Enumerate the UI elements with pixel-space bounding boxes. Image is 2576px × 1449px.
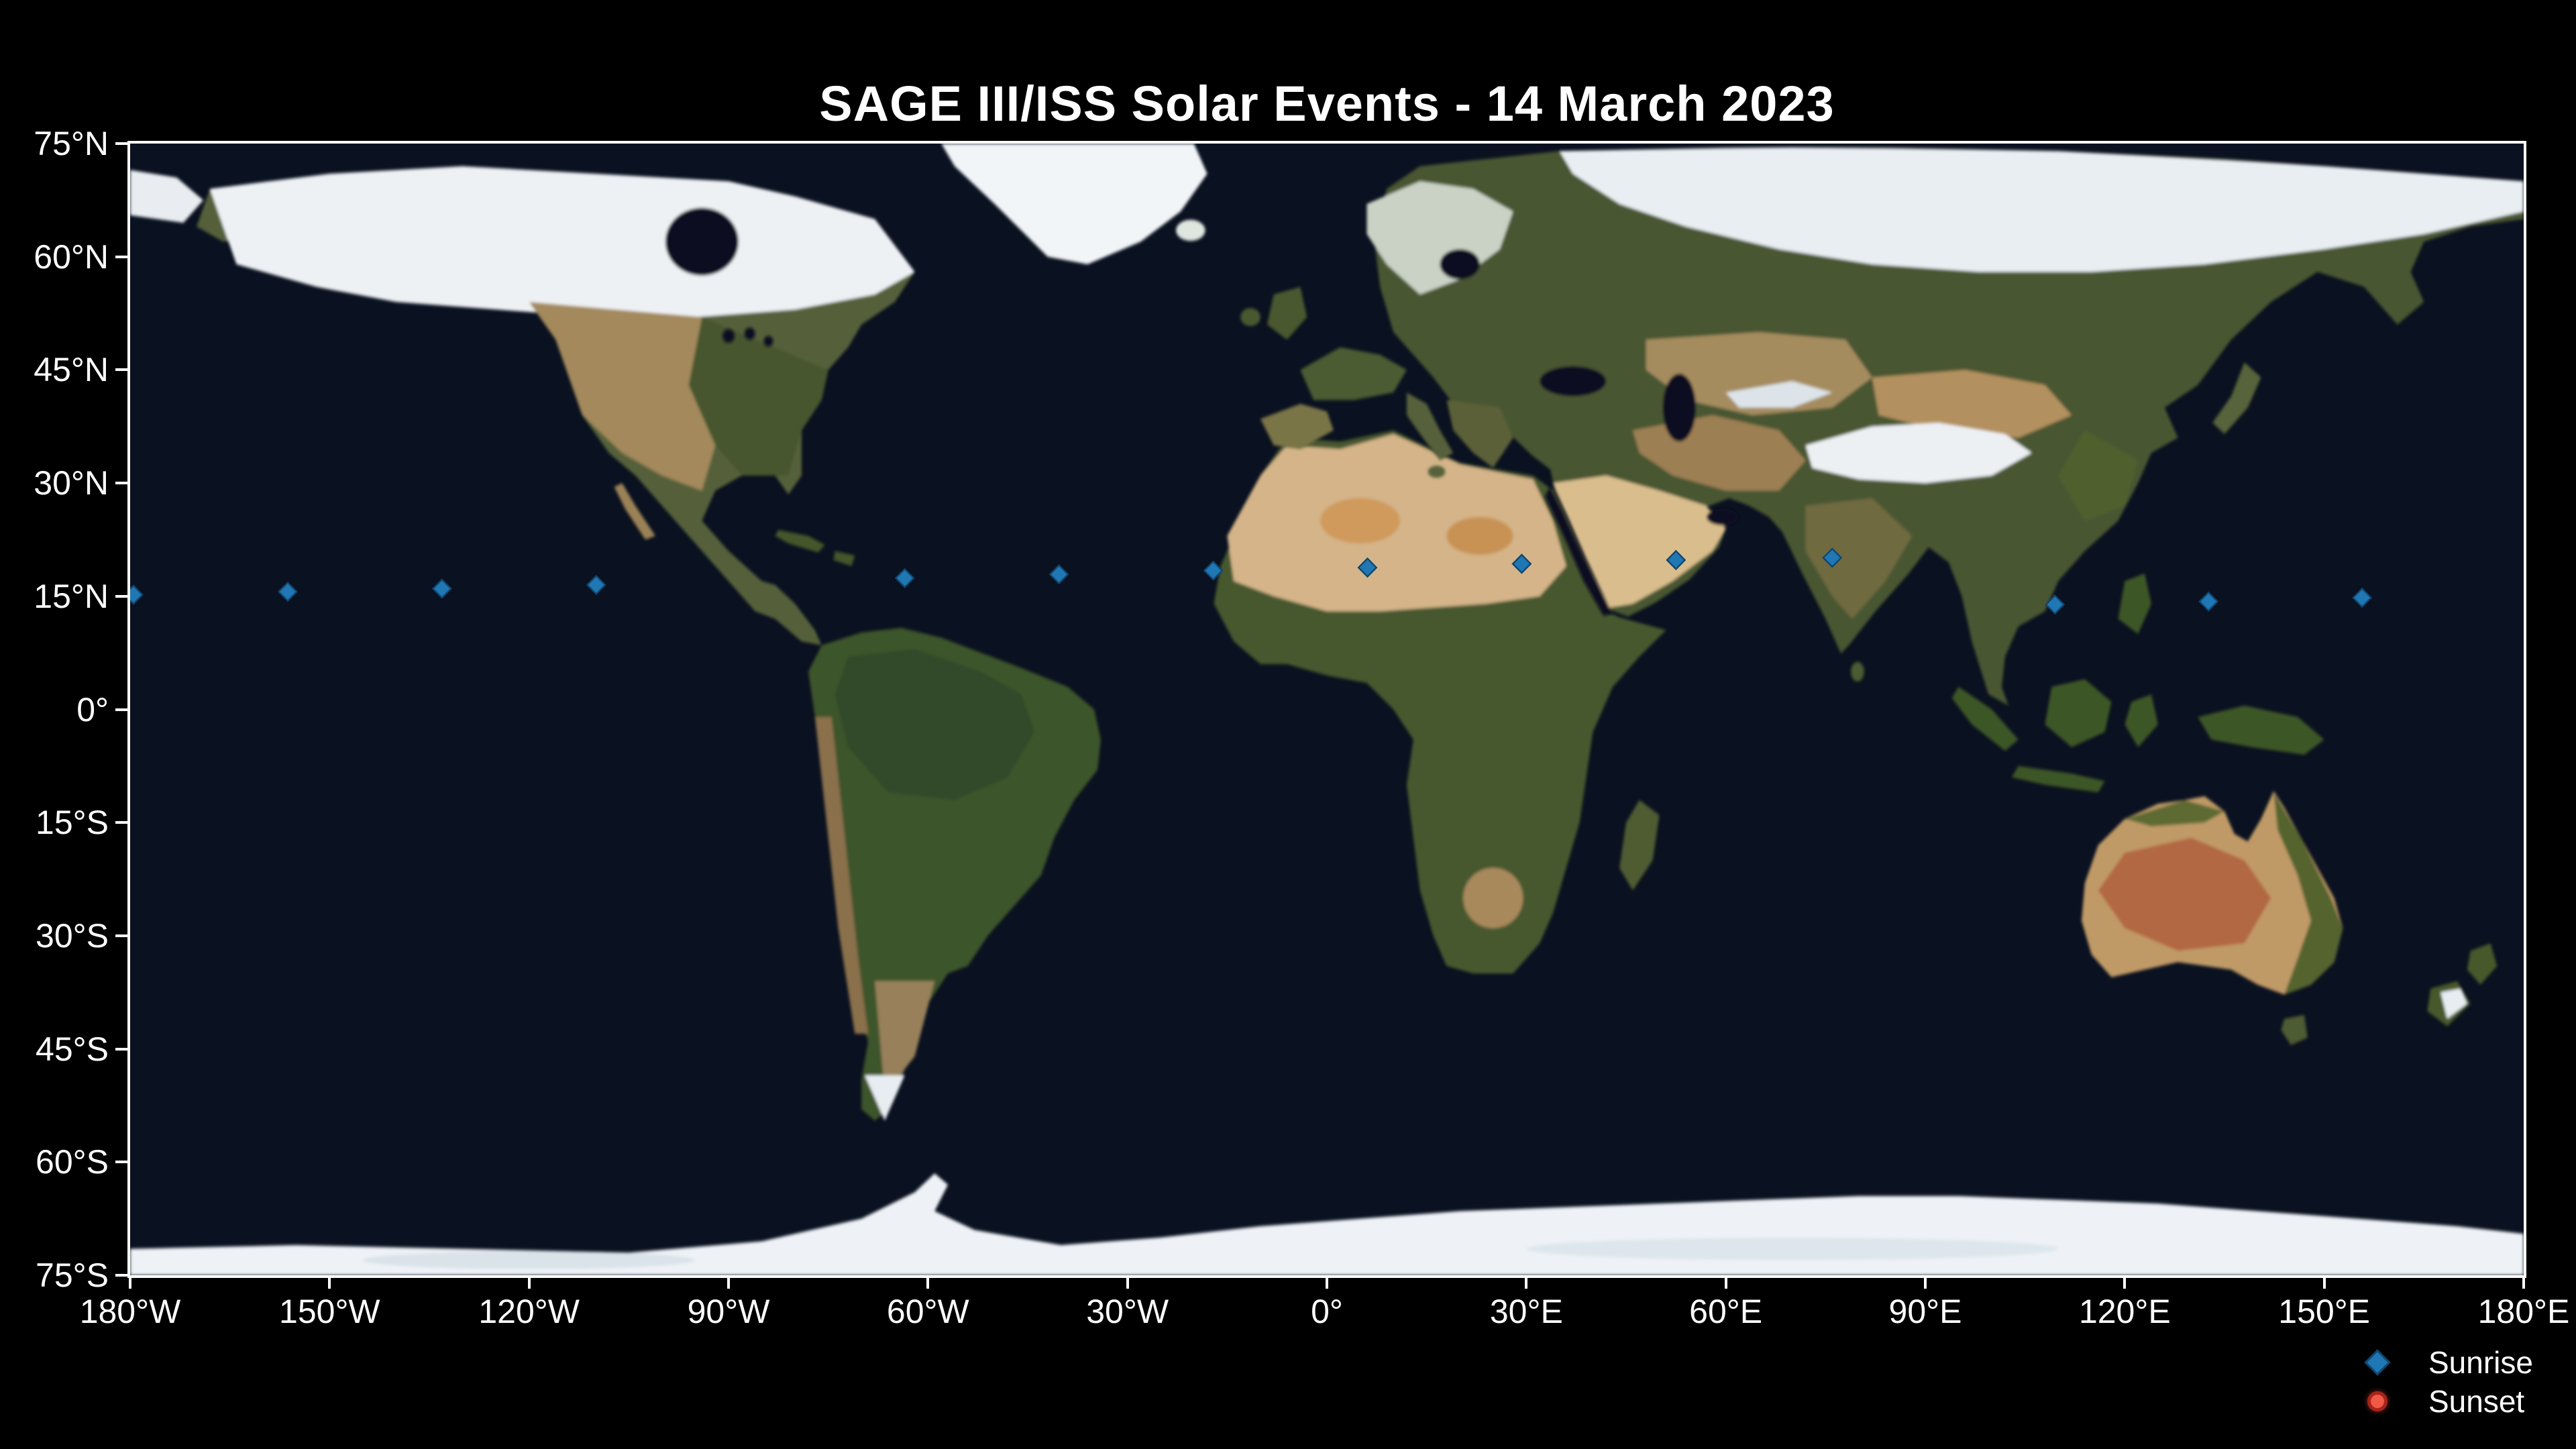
continent-eurasia [722, 147, 2524, 706]
maritime-southeast-asia [1951, 574, 2324, 793]
y-tick-mark [115, 1274, 127, 1277]
x-tick-label: 150°E [2278, 1293, 2371, 1330]
x-tick-mark [1724, 1278, 1727, 1289]
y-tick-mark [115, 482, 127, 485]
x-tick-mark [2123, 1278, 2127, 1289]
legend-item-sunset: Sunset [2356, 1382, 2533, 1421]
sunrise-marker [2352, 587, 2373, 608]
x-tick-label: 60°E [1689, 1293, 1763, 1330]
sunrise-marker [2198, 591, 2219, 612]
y-tick-label: 45°N [34, 351, 109, 389]
sunrise-marker [894, 568, 915, 588]
x-tick-label: 30°W [1086, 1293, 1169, 1330]
x-tick-mark [1126, 1278, 1129, 1289]
y-tick-label: 15°N [34, 577, 109, 615]
x-tick-label: 0° [1311, 1293, 1343, 1330]
y-tick-label: 45°S [36, 1030, 109, 1068]
continent-africa [1214, 430, 1666, 974]
legend-label: Sunset [2428, 1384, 2525, 1419]
y-tick-mark [115, 708, 127, 711]
legend-label: Sunrise [2428, 1345, 2533, 1380]
y-tick-label: 75°N [34, 125, 109, 162]
sunrise-marker [2045, 594, 2065, 615]
y-tick-mark [115, 1047, 127, 1051]
sunrise-marker [130, 584, 144, 605]
y-tick-label: 30°S [36, 916, 109, 955]
continent-south-america [808, 628, 1102, 1121]
continent-north-america [130, 166, 915, 645]
x-tick-label: 30°E [1489, 1293, 1563, 1330]
y-tick-mark [115, 1161, 127, 1164]
x-tick-label: 90°W [687, 1293, 770, 1330]
chart-title: SAGE III/ISS Solar Events - 14 March 202… [819, 76, 1835, 131]
y-tick-label: 75°S [36, 1256, 109, 1294]
x-tick-mark [926, 1278, 930, 1289]
continent-antarctica [130, 1173, 2524, 1275]
x-tick-mark [527, 1278, 531, 1289]
sunrise-diamond-icon [2356, 1349, 2399, 1376]
x-tick-mark [1924, 1278, 1927, 1289]
y-tick-mark [115, 255, 127, 258]
continent-australia [2081, 790, 2498, 1045]
map-plot-area [127, 141, 2526, 1278]
y-tick-mark [115, 142, 127, 145]
y-tick-label: 15°S [36, 804, 109, 842]
solar-event-markers [130, 547, 2373, 615]
y-tick-label: 0° [76, 690, 109, 729]
y-tick-label: 30°N [34, 464, 109, 502]
y-tick-label: 60°S [36, 1143, 109, 1181]
sunrise-marker [431, 578, 452, 599]
sunrise-marker [1357, 557, 1378, 578]
diamond-swatch [2364, 1349, 2391, 1376]
sunrise-marker [1666, 549, 1686, 570]
x-tick-mark [328, 1278, 331, 1289]
x-tick-mark [2522, 1278, 2525, 1289]
sunrise-marker [1822, 547, 1843, 568]
x-tick-label: 180°W [79, 1293, 181, 1330]
legend: Sunrise Sunset [2356, 1343, 2533, 1421]
sunrise-marker [277, 581, 298, 602]
world-basemap [130, 144, 2524, 1275]
x-tick-label: 180°E [2477, 1293, 2570, 1330]
legend-item-sunrise: Sunrise [2356, 1343, 2533, 1382]
y-tick-mark [115, 821, 127, 824]
x-tick-label: 120°W [478, 1293, 580, 1330]
x-tick-mark [2322, 1278, 2326, 1289]
y-tick-label: 60°N [34, 237, 109, 276]
circle-swatch [2367, 1391, 2387, 1411]
x-tick-label: 120°E [2078, 1293, 2171, 1330]
x-tick-mark [1326, 1278, 1328, 1289]
sunrise-marker [1203, 560, 1224, 581]
greenland-iceland [941, 144, 1208, 264]
y-tick-mark [115, 934, 127, 937]
sunrise-marker [1049, 564, 1069, 585]
x-tick-mark [1525, 1278, 1528, 1289]
sunrise-marker [586, 574, 606, 596]
sunrise-marker [1511, 553, 1532, 574]
x-tick-mark [129, 1278, 131, 1289]
x-tick-label: 150°W [279, 1293, 380, 1330]
y-tick-mark [115, 594, 127, 598]
x-tick-mark [727, 1278, 730, 1289]
sunset-circle-icon [2356, 1391, 2399, 1411]
x-tick-label: 90°E [1888, 1293, 1962, 1330]
x-tick-label: 60°W [886, 1293, 969, 1330]
y-tick-mark [115, 368, 127, 372]
